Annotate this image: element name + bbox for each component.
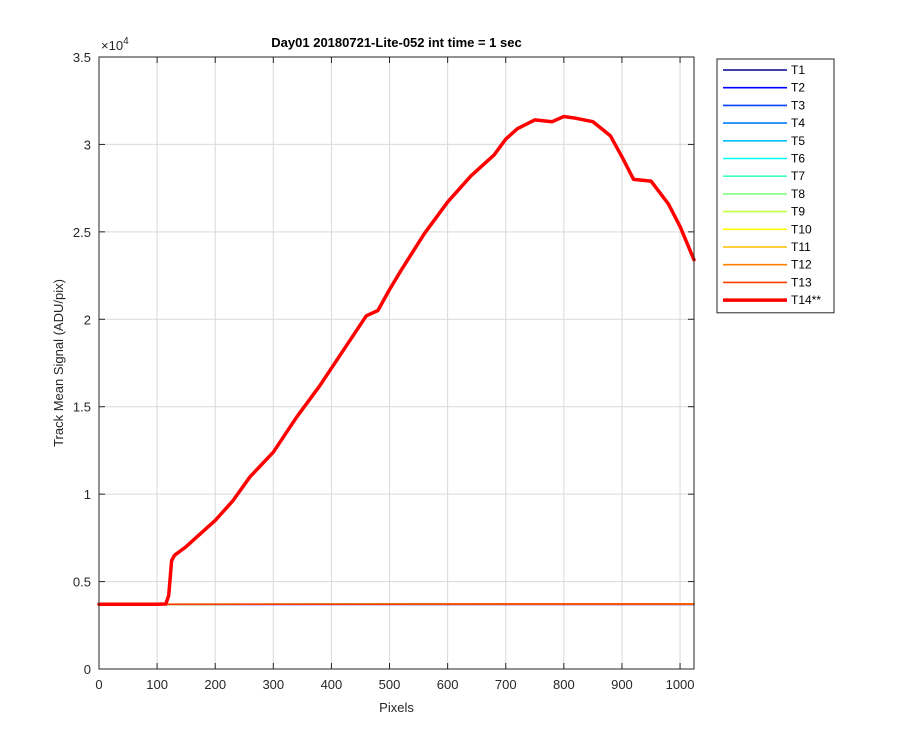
x-axis-label: Pixels (379, 700, 414, 715)
y-tick-label: 0 (84, 662, 91, 677)
legend-label: T11 (791, 240, 811, 254)
legend-label: T6 (791, 152, 805, 166)
x-tick-label: 1000 (666, 677, 695, 692)
x-tick-label: 200 (204, 677, 226, 692)
plot-area (98, 56, 695, 670)
legend-label: T14** (791, 293, 821, 307)
legend-box (716, 58, 835, 314)
y-exponent-base: ×10 (101, 38, 123, 53)
grid-lines (99, 57, 694, 669)
legend-label: T10 (791, 222, 812, 236)
y-tick-label: 3 (84, 137, 91, 152)
legend-label: T8 (791, 187, 805, 201)
x-tick-label: 0 (95, 677, 102, 692)
x-tick-label: 900 (611, 677, 633, 692)
x-tick-label: 400 (321, 677, 343, 692)
y-tick-label: 0.5 (73, 575, 91, 590)
y-tick-label: 2 (84, 312, 91, 327)
legend-label: T7 (791, 169, 805, 183)
x-tick-label: 100 (146, 677, 168, 692)
legend-label: T3 (791, 98, 805, 112)
legend-label: T4 (791, 116, 805, 130)
x-axis-ticks: 0 100 200 300 400 500 600 700 800 900 1000 (95, 57, 695, 692)
x-tick-label: 700 (495, 677, 517, 692)
y-tick-label: 2.5 (73, 225, 91, 240)
x-tick-label: 300 (262, 677, 284, 692)
x-tick-label: 500 (379, 677, 401, 692)
y-tick-label: 1.5 (73, 400, 91, 415)
legend-label: T5 (791, 134, 805, 148)
legend-label: T1 (791, 63, 805, 77)
y-tick-label: 3.5 (73, 50, 91, 65)
x-tick-label: 600 (437, 677, 459, 692)
x-tick-label: 800 (553, 677, 575, 692)
y-tick-label: 1 (84, 487, 91, 502)
chart-title: Day01 20180721-Lite-052 int time = 1 sec (271, 35, 521, 50)
legend-label: T13 (791, 275, 812, 289)
series-line-t14 (97, 114, 696, 607)
y-axis-label: Track Mean Signal (ADU/pix) (51, 279, 66, 447)
legend-label: T2 (791, 81, 805, 95)
y-axis-exponent: ×104 (101, 36, 129, 53)
series-layer (97, 114, 696, 607)
legend-label: T12 (791, 258, 812, 272)
y-exponent-power: 4 (123, 36, 129, 47)
legend-label: T9 (791, 205, 805, 219)
legend: T1 T2 T3 T4 T5 T6 T7 T8 T9 T10 T11 T12 T13 T14** (716, 58, 835, 314)
y-axis-ticks: 0 0.5 1 1.5 2 2.5 3 3.5 (73, 50, 694, 677)
